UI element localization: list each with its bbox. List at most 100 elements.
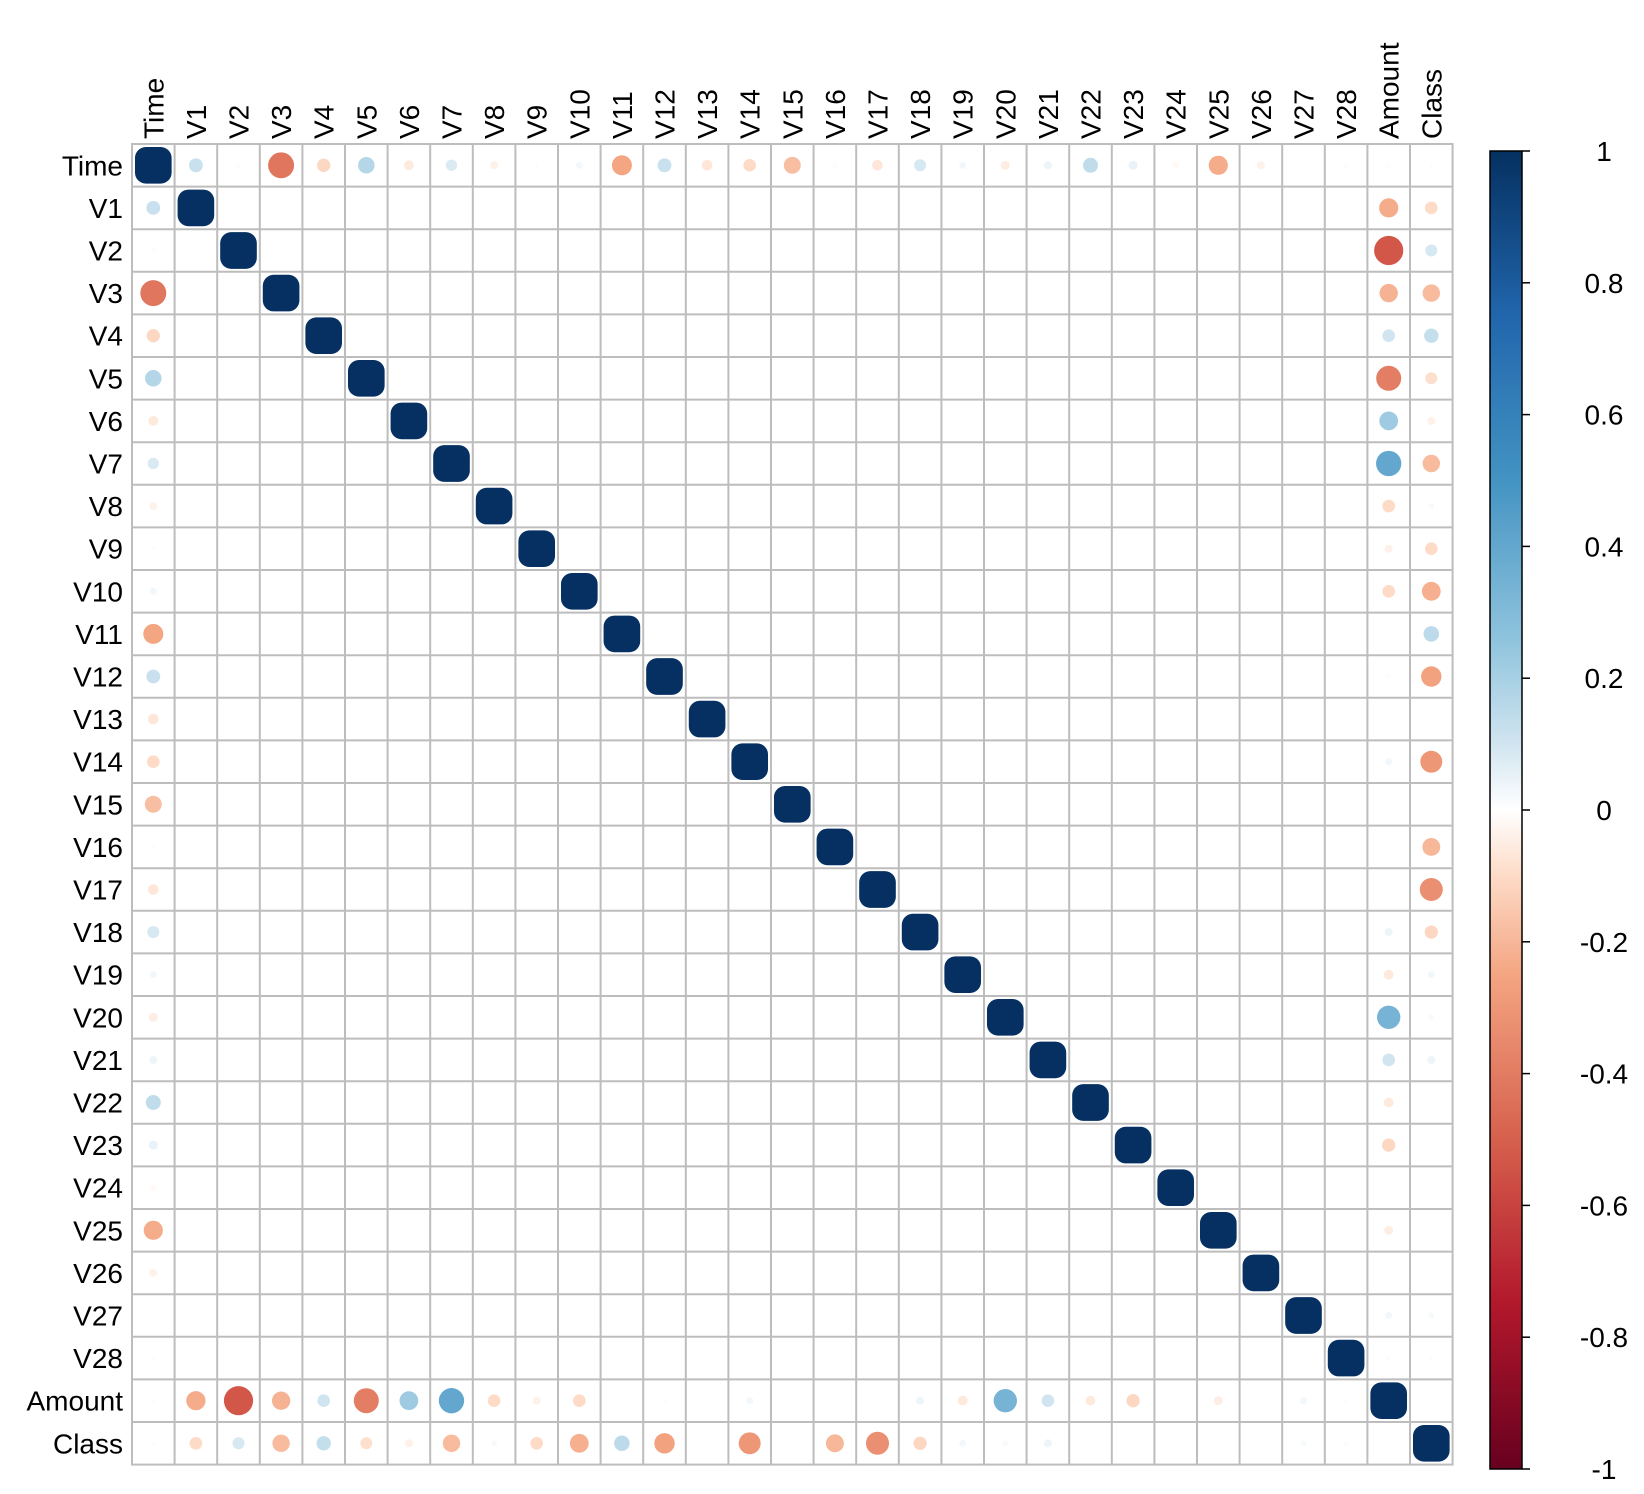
corr-mark-V6-V6	[390, 402, 428, 440]
corr-mark-Time-V4	[317, 158, 331, 172]
corr-mark-Class-V6	[404, 1439, 413, 1448]
corr-mark-V21-Class	[1427, 1055, 1436, 1064]
corr-mark-Time-V23	[1128, 160, 1138, 170]
corr-mark-V1-Time	[146, 200, 161, 215]
corr-mark-Time-V17	[872, 160, 883, 171]
row-label-Class: Class	[53, 1428, 123, 1459]
col-label-V26: V26	[1246, 89, 1277, 139]
corr-mark-Time-V15	[783, 156, 801, 174]
corr-mark-Time-V21	[1043, 161, 1052, 170]
col-label-V1: V1	[181, 105, 212, 139]
corr-mark-V26-V26	[1242, 1254, 1280, 1292]
corr-mark-Class-V18	[913, 1436, 927, 1450]
col-label-V8: V8	[479, 105, 510, 139]
corr-mark-V28-Class	[1429, 1356, 1434, 1361]
corr-mark-V28-V28	[1327, 1339, 1365, 1377]
corr-mark-Amount-Time	[151, 1398, 156, 1403]
corr-mark-Time-V5	[358, 157, 375, 174]
corr-mark-Amount-Amount	[1370, 1382, 1408, 1420]
corr-mark-Class-V28	[1344, 1441, 1349, 1446]
row-label-V13: V13	[73, 704, 123, 735]
corr-mark-V2-V2	[220, 232, 257, 269]
color-scale-tick-label: 0.8	[1585, 268, 1624, 299]
corr-mark-V15-V15	[773, 785, 811, 823]
corr-mark-Amount-V8	[487, 1394, 501, 1408]
color-scale-tick-label: 0.2	[1585, 663, 1624, 694]
corr-mark-V5-Class	[1425, 372, 1438, 385]
row-label-V15: V15	[73, 789, 123, 820]
corr-mark-V24-Time	[150, 1184, 157, 1191]
corr-mark-V7-Time	[147, 457, 159, 470]
correlation-marks	[134, 146, 1450, 1462]
col-label-V6: V6	[394, 105, 425, 139]
row-label-V17: V17	[73, 875, 123, 906]
row-label-V2: V2	[89, 236, 123, 267]
corr-mark-Amount-V22	[1085, 1395, 1096, 1406]
corr-mark-Amount-V6	[399, 1391, 419, 1411]
corr-mark-V5-Time	[145, 370, 162, 387]
corr-mark-V2-Amount	[1374, 235, 1404, 266]
corr-mark-V22-V22	[1072, 1084, 1109, 1121]
corr-mark-V19-Class	[1427, 971, 1435, 979]
corr-mark-Amount-V12	[662, 1398, 667, 1403]
col-label-V28: V28	[1331, 89, 1362, 139]
color-scale-tick-label: -0.8	[1580, 1322, 1628, 1353]
corr-mark-V21-Amount	[1382, 1053, 1396, 1067]
row-label-V11: V11	[75, 619, 123, 650]
row-label-V23: V23	[73, 1130, 123, 1161]
corr-mark-V16-Class	[1422, 837, 1441, 856]
corr-mark-Class-Class	[1412, 1424, 1450, 1462]
corr-mark-Amount-V14	[746, 1397, 754, 1405]
corr-mark-Class-V11	[614, 1435, 630, 1452]
corr-mark-V22-Amount	[1383, 1097, 1394, 1108]
corr-mark-V15-Time	[144, 795, 162, 813]
corr-mark-V24-V24	[1157, 1169, 1195, 1207]
col-label-V15: V15	[777, 89, 808, 139]
corr-mark-V14-Amount	[1385, 758, 1393, 766]
corr-mark-V23-Time	[148, 1140, 158, 1150]
col-label-V3: V3	[266, 105, 297, 139]
corr-mark-Time-V3	[268, 152, 295, 179]
corr-mark-Amount-V4	[317, 1394, 331, 1408]
corr-mark-Time-V22	[1083, 157, 1098, 173]
corr-mark-Amount-V3	[271, 1391, 291, 1410]
corr-mark-Class-V10	[569, 1433, 589, 1453]
color-scale-tick-label: 1	[1596, 136, 1612, 167]
corr-mark-Time-V11	[611, 155, 632, 176]
column-labels: Time V1 V2 V3 V4 V5 V6 V7 V8 V9 V10 V11 V12 V13 V14 V15…	[138, 42, 1447, 139]
corr-mark-V19-V19	[944, 956, 982, 994]
corr-mark-V3-Amount	[1379, 283, 1398, 303]
corr-mark-V4-Class	[1424, 328, 1439, 343]
col-label-Amount: Amount	[1374, 42, 1405, 139]
corr-mark-V4-V4	[305, 317, 343, 355]
col-label-V10: V10	[564, 89, 595, 139]
corr-mark-Time-V14	[743, 158, 757, 172]
color-scale-tick-label: -0.2	[1580, 927, 1628, 958]
corr-mark-Time-V20	[1000, 160, 1010, 170]
corr-mark-V27-Class	[1428, 1312, 1435, 1319]
corr-mark-Class-V2	[232, 1437, 245, 1450]
corr-mark-V12-Time	[146, 669, 161, 684]
corr-mark-Class-V17	[865, 1431, 890, 1455]
corr-mark-Time-V10	[575, 161, 583, 169]
corr-mark-V14-V14	[731, 743, 769, 781]
row-label-V19: V19	[73, 960, 123, 991]
corr-mark-V9-Class	[1424, 542, 1438, 556]
row-labels: Time V1 V2 V3 V4 V5 V6 V7 V8 V9 V10 V11 V12 V13 V14 V15…	[27, 150, 124, 1459]
corr-mark-V8-Amount	[1382, 499, 1396, 513]
corr-mark-V25-Amount	[1384, 1225, 1394, 1235]
col-label-V14: V14	[735, 89, 766, 139]
corr-mark-V20-Amount	[1377, 1005, 1401, 1029]
row-label-V26: V26	[73, 1258, 123, 1289]
corr-mark-V22-Time	[145, 1095, 161, 1110]
col-label-V21: V21	[1033, 89, 1064, 139]
row-label-V9: V9	[89, 534, 123, 565]
corr-mark-V12-V12	[646, 658, 683, 695]
row-label-V6: V6	[89, 406, 123, 437]
corr-mark-Amount-V1	[186, 1391, 206, 1411]
corr-mark-Class-V14	[738, 1432, 761, 1455]
row-label-Time: Time	[62, 150, 123, 181]
corr-mark-V16-Time	[151, 844, 156, 849]
row-label-V10: V10	[73, 576, 123, 607]
